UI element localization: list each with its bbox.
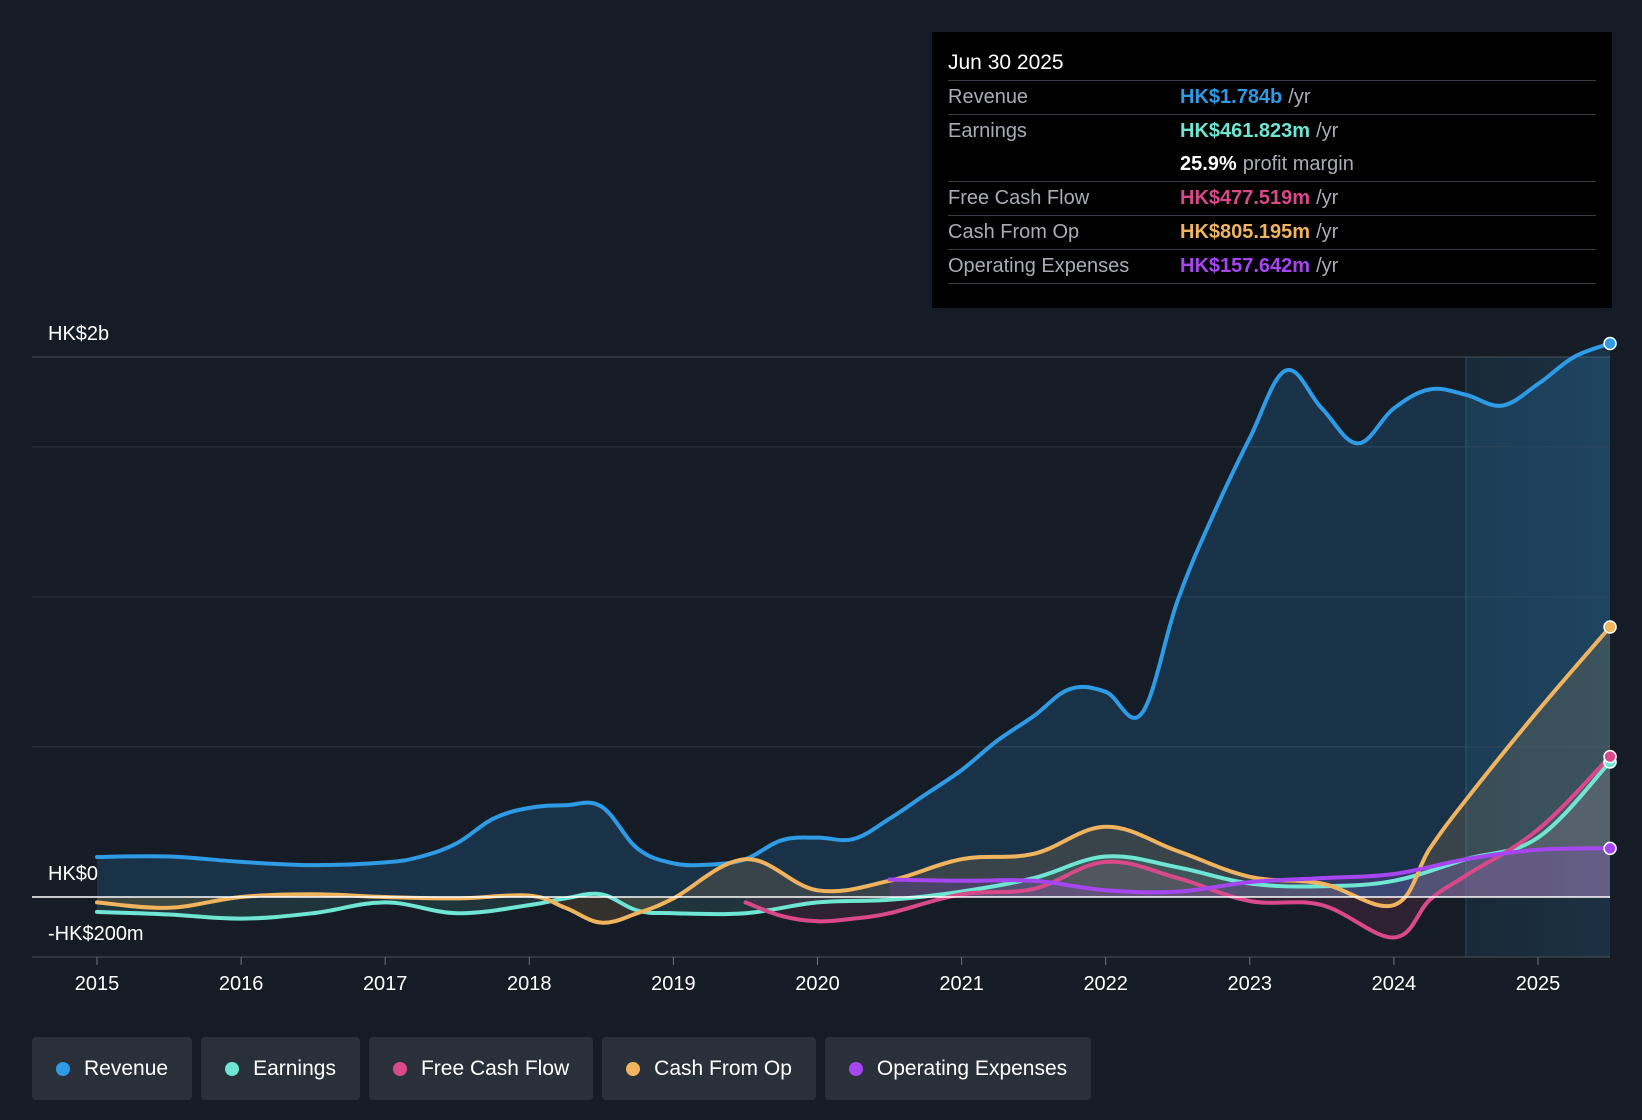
legend-label: Free Cash Flow: [420, 1056, 570, 1080]
end-point-operating-expenses: [1603, 841, 1617, 856]
x-tick-label: 2023: [1228, 973, 1273, 995]
area-revenue: [97, 343, 1610, 897]
tooltip-row-unit: /yr: [1288, 86, 1311, 108]
tooltip-row-label: Revenue: [948, 86, 1029, 108]
tooltip-row-value: HK$805.195m: [1180, 221, 1311, 243]
area-cash-from-op: [97, 627, 1610, 923]
x-tick-label: 2015: [75, 973, 120, 995]
y-label-top: HK$2b: [48, 323, 109, 345]
x-tick-label: 2020: [795, 973, 840, 995]
x-tick-label: 2016: [219, 973, 264, 995]
x-tick-label: 2022: [1083, 973, 1128, 995]
tooltip-row-opex: Operating Expenses HK$157.642m /yr: [948, 250, 1596, 284]
tooltip-panel: Jun 30 2025 Revenue HK$1.784b /yr Earnin…: [932, 32, 1612, 308]
x-tick-label: 2018: [507, 973, 552, 995]
tooltip-row-fcf: Free Cash Flow HK$477.519m /yr: [948, 182, 1596, 216]
legend-item-operating-expenses[interactable]: Operating Expenses: [824, 1037, 1092, 1100]
tooltip-row-unit: /yr: [1316, 255, 1339, 277]
tooltip-row-value: HK$157.642m: [1180, 255, 1311, 277]
line-free-cash-flow: [743, 754, 1612, 940]
end-point-free-cash-flow: [1603, 749, 1617, 764]
tooltip-row-label: Operating Expenses: [948, 255, 1130, 277]
tooltip-row-value: HK$461.823m: [1180, 120, 1311, 142]
legend-dot-icon: [56, 1061, 70, 1076]
legend-dot-icon: [848, 1061, 863, 1076]
legend-label: Revenue: [84, 1056, 169, 1080]
y-label-bottom: -HK$200m: [48, 923, 144, 945]
line-operating-expenses: [887, 846, 1612, 895]
tooltip-row-margin: 25.9% profit margin: [948, 148, 1596, 182]
tooltip-row-value: HK$477.519m: [1180, 187, 1311, 209]
x-tick-label: 2019: [651, 973, 696, 995]
tooltip-row-unit: profit margin: [1242, 153, 1354, 175]
legend-item-cash-from-op[interactable]: Cash From Op: [602, 1037, 816, 1100]
tooltip-date: Jun 30 2025: [948, 46, 1596, 81]
tooltip-row-unit: /yr: [1316, 120, 1339, 142]
tooltip-row-cfo: Cash From Op HK$805.195m /yr: [948, 216, 1596, 250]
legend-label: Cash From Op: [654, 1056, 792, 1080]
tooltip-row-earnings: Earnings HK$461.823m /yr: [948, 115, 1596, 148]
end-point-cash-from-op: [1603, 620, 1617, 634]
tooltip-row-unit: /yr: [1316, 221, 1339, 243]
legend-label: Earnings: [253, 1056, 336, 1080]
tooltip-row-label: [948, 148, 1180, 181]
end-point-revenue: [1603, 336, 1617, 351]
legend: Revenue Earnings Free Cash Flow Cash Fro…: [32, 1037, 1092, 1100]
x-tick-label: 2024: [1372, 973, 1417, 995]
tooltip-row-label: Earnings: [948, 120, 1027, 142]
legend-dot-icon: [225, 1061, 240, 1076]
legend-item-free-cash-flow[interactable]: Free Cash Flow: [368, 1037, 594, 1100]
x-tick-label: 2021: [939, 973, 984, 995]
tooltip-row-unit: /yr: [1316, 187, 1339, 209]
legend-item-earnings[interactable]: Earnings: [201, 1037, 360, 1100]
legend-dot-icon: [626, 1061, 641, 1076]
tooltip-row-label: Cash From Op: [948, 221, 1080, 243]
legend-item-revenue[interactable]: Revenue: [32, 1037, 193, 1100]
legend-dot-icon: [392, 1061, 407, 1076]
line-revenue: [95, 341, 1612, 868]
tooltip-row-value: HK$1.784b: [1180, 86, 1283, 108]
area-earnings: [97, 762, 1610, 919]
y-label-zero: HK$0: [48, 863, 98, 885]
area-operating-expenses: [889, 848, 1610, 897]
x-tick-label: 2017: [363, 973, 408, 995]
tooltip-row-revenue: Revenue HK$1.784b /yr: [948, 81, 1596, 115]
line-earnings: [95, 760, 1612, 921]
legend-label: Operating Expenses: [876, 1056, 1068, 1080]
tooltip-row-label: Free Cash Flow: [948, 187, 1090, 209]
tooltip-row-value: 25.9%: [1180, 153, 1237, 175]
x-tick-label: 2025: [1516, 973, 1561, 995]
